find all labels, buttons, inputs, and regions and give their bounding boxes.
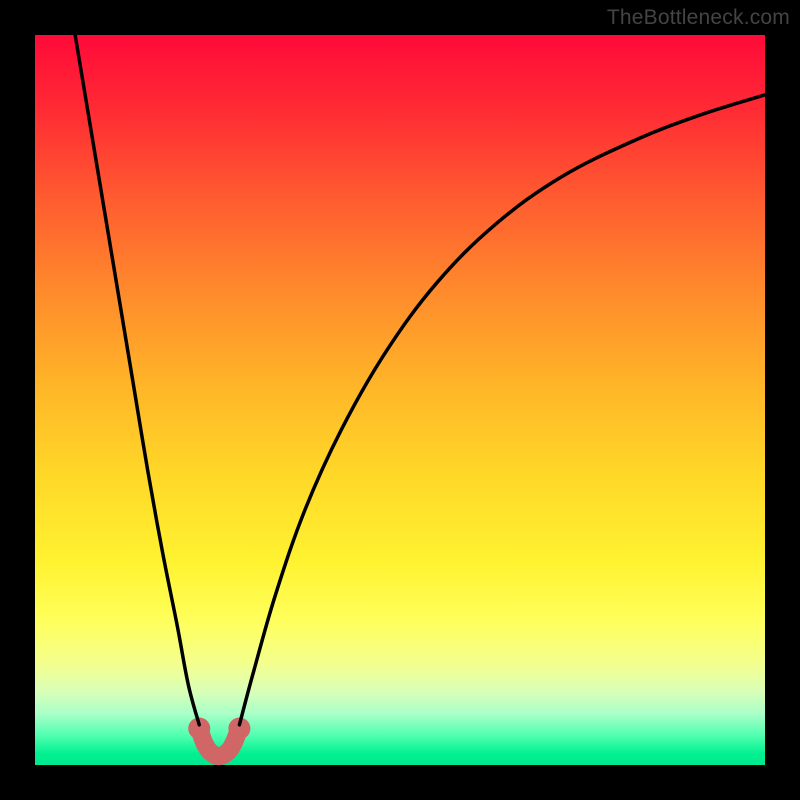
watermark-text: TheBottleneck.com	[607, 6, 790, 30]
plot-background	[35, 35, 765, 765]
chart-root: TheBottleneck.com	[0, 0, 800, 800]
chart-svg	[0, 0, 800, 800]
